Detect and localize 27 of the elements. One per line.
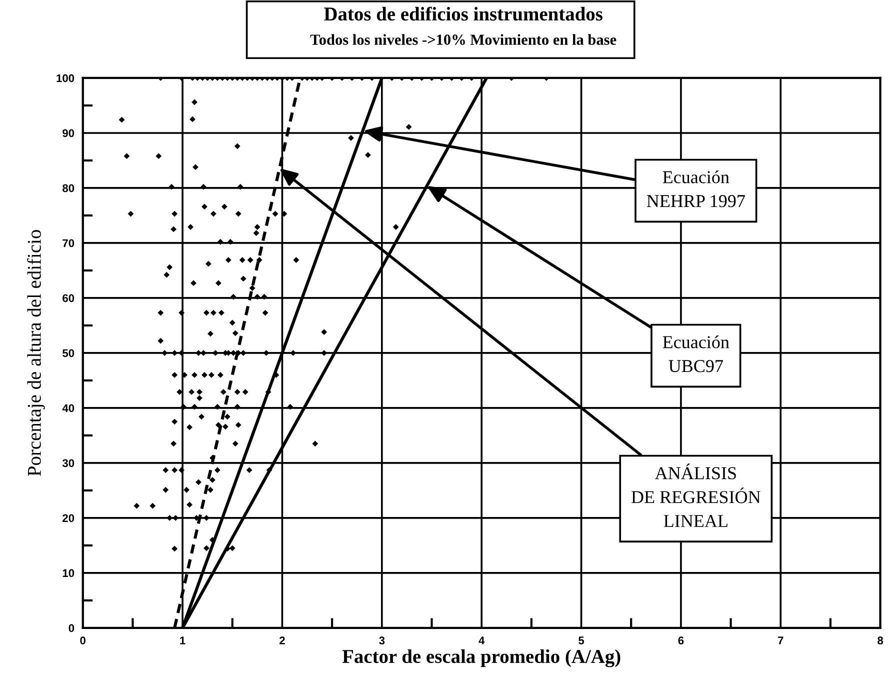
x-tick-label: 5 <box>578 636 584 644</box>
x-tick-label: 4 <box>478 636 485 644</box>
x-tick-label: 0 <box>80 636 86 644</box>
annotation: Ecuación UBC97 <box>662 336 730 372</box>
y-tick-label: 50 <box>62 349 74 358</box>
y-tick-label: 70 <box>62 239 74 248</box>
y-tick-label: 10 <box>62 569 74 578</box>
y-tick-label: 20 <box>62 514 74 522</box>
x-axis-title: Factor de escala promedio (A/Ag) <box>342 649 620 668</box>
x-tick-label: 8 <box>878 636 884 644</box>
chart-title: Datos de edificios instrumentados <box>324 6 602 21</box>
x-tick-label: 2 <box>280 636 285 644</box>
y-tick-label: 60 <box>62 294 74 302</box>
y-tick-label: 40 <box>62 404 74 412</box>
x-tick-label: 1 <box>180 636 186 644</box>
y-tick-label: 100 <box>56 74 74 82</box>
annotation: Ecuación NEHRP 1997 <box>646 170 745 208</box>
y-tick-label: 90 <box>62 129 74 138</box>
y-tick-label: 0 <box>68 624 74 632</box>
x-tick-label: 7 <box>778 636 784 644</box>
y-axis-title: Porcentaje de altura del edificio <box>27 230 45 476</box>
x-tick-label: 6 <box>678 636 684 644</box>
chart-subtitle: Todos los niveles ->10% Movimiento en la base <box>310 34 616 45</box>
y-tick-label: 30 <box>62 459 74 468</box>
annotation: ANÁLISIS DE REGRESIÓN LINEAL <box>631 464 760 527</box>
x-tick-label: 3 <box>379 636 385 644</box>
y-tick-label: 80 <box>62 184 74 192</box>
